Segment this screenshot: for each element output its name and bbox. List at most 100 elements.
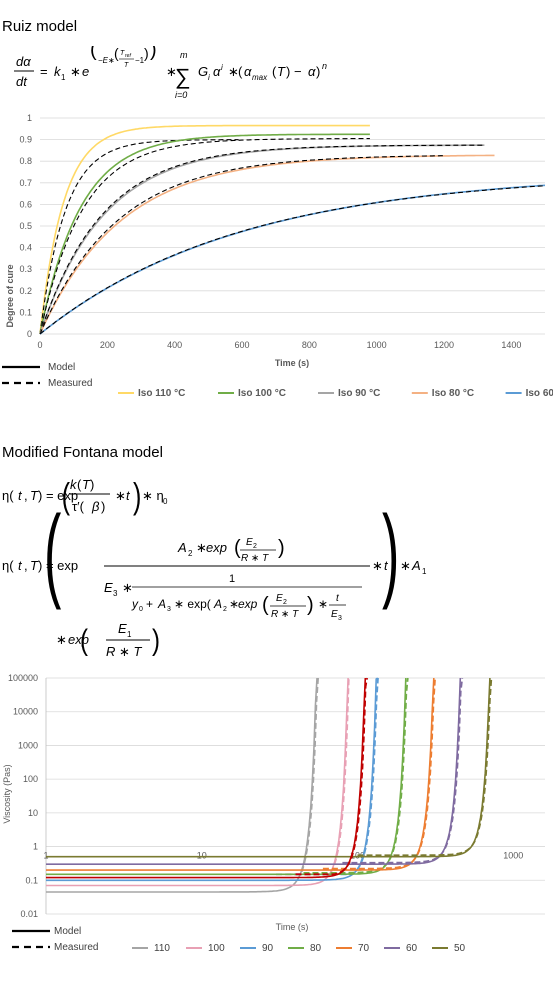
legend-label: 60	[406, 943, 418, 954]
svg-text:E: E	[118, 621, 127, 636]
svg-text:t: t	[18, 558, 23, 573]
model-line-iso-110-c	[39, 124, 370, 335]
legend-label: 100	[208, 943, 225, 954]
svg-text:0: 0	[163, 497, 168, 506]
svg-text:∗: ∗	[115, 488, 126, 503]
y-tick-label: 1000	[18, 740, 38, 750]
svg-text:T: T	[30, 488, 39, 503]
svg-text:−E∗: −E∗	[98, 56, 115, 65]
svg-text:0: 0	[139, 606, 143, 613]
y-tick-label: 0	[27, 329, 32, 339]
svg-text:R ∗ T: R ∗ T	[241, 553, 269, 564]
measured-line-70	[322, 677, 436, 870]
svg-text:T: T	[82, 477, 91, 492]
y-tick-label: 100000	[8, 673, 38, 683]
x-axis-label: Time (s)	[275, 358, 309, 368]
y-tick-label: 0.9	[19, 135, 32, 145]
measured-legend-label: Measured	[48, 378, 92, 389]
y-tick-label: 0.6	[19, 199, 32, 209]
model-line-90	[46, 677, 379, 882]
style-legend: Model Measured	[2, 362, 92, 389]
y-tick-label: 0.1	[19, 307, 32, 317]
svg-text:ref: ref	[125, 53, 131, 59]
x-tick-label: 1000	[367, 340, 387, 350]
svg-text:∗: ∗	[318, 597, 328, 611]
legend-label: 70	[358, 943, 370, 954]
svg-text:∗: ∗	[196, 540, 207, 555]
svg-text:) = exp: ) = exp	[38, 488, 78, 503]
svg-text:exp: exp	[238, 597, 258, 611]
svg-text:α: α	[213, 64, 221, 79]
svg-text:2: 2	[188, 549, 193, 558]
y-axis-label: Degree of cure	[5, 264, 15, 327]
svg-text:α: α	[244, 64, 252, 79]
svg-text:(: (	[114, 46, 119, 61]
measured-line-80	[303, 677, 409, 874]
x-tick-label: 1200	[434, 340, 454, 350]
svg-text:): )	[133, 476, 141, 517]
svg-text:2: 2	[283, 599, 287, 606]
legend-label: 110	[154, 943, 170, 954]
measured-line-iso-80-c	[39, 155, 444, 335]
model-line-100	[46, 677, 349, 887]
svg-text:2: 2	[223, 606, 227, 613]
svg-text:e: e	[82, 64, 89, 79]
legend-label: 90	[262, 943, 274, 954]
svg-text:=: =	[40, 64, 48, 79]
svg-text:∗: ∗	[166, 64, 177, 79]
svg-text:): )	[90, 477, 94, 492]
model-legend-label: Model	[48, 362, 75, 373]
legend-label: Iso 80 °C	[432, 388, 474, 399]
y-tick-label: 0.4	[19, 243, 32, 253]
svg-text:η(: η(	[2, 488, 14, 503]
svg-text:dα: dα	[16, 54, 31, 69]
svg-text:G: G	[198, 64, 208, 79]
svg-text:η(: η(	[2, 558, 14, 573]
svg-text:exp: exp	[68, 632, 89, 647]
x-tick-label: 1000	[503, 851, 523, 861]
svg-text:,: ,	[24, 488, 28, 503]
svg-text:∗: ∗	[400, 558, 411, 573]
y-tick-label: 0.5	[19, 221, 32, 231]
y-tick-label: 1	[27, 113, 32, 123]
model-line-iso-100-c	[39, 133, 370, 335]
measured-line-60	[342, 677, 464, 864]
svg-text:): )	[150, 46, 157, 61]
svg-text:dt: dt	[16, 74, 28, 89]
svg-text:max: max	[252, 73, 268, 82]
fontana-model-title: Modified Fontana model	[2, 444, 163, 461]
model-line-iso-80-c	[39, 154, 495, 335]
svg-text:E: E	[246, 537, 253, 548]
svg-text:n: n	[322, 61, 327, 71]
y-tick-label: 10000	[13, 707, 38, 717]
svg-text:1: 1	[127, 630, 132, 639]
svg-text:+: +	[146, 597, 153, 611]
svg-text:(: (	[62, 476, 71, 517]
svg-text:) = exp: ) = exp	[38, 558, 78, 573]
y-tick-label: 0.01	[20, 909, 38, 919]
y-tick-label: 10	[28, 808, 38, 818]
svg-text:T: T	[30, 558, 39, 573]
y-tick-label: 100	[23, 774, 38, 784]
svg-text:): )	[152, 622, 160, 656]
legend-label: Iso 110 °C	[138, 388, 185, 399]
x-tick-label: 10	[197, 851, 207, 861]
svg-text:exp: exp	[206, 540, 227, 555]
svg-text:i=0: i=0	[175, 90, 187, 100]
legend-label: Iso 60 °C	[526, 388, 553, 399]
measured-line-iso-110-c	[39, 139, 239, 335]
svg-text:k: k	[54, 64, 62, 79]
svg-text:1: 1	[61, 73, 66, 82]
x-tick-label: 1400	[501, 340, 521, 350]
x-tick-label: 800	[302, 340, 317, 350]
svg-text:): )	[307, 594, 314, 616]
svg-text:T: T	[277, 64, 286, 79]
y-tick-label: 0.3	[19, 264, 32, 274]
model-line-60	[46, 677, 462, 865]
svg-text:∗ η: ∗ η	[142, 488, 164, 503]
svg-text:t: t	[384, 558, 389, 573]
style-legend: Model Measured	[12, 926, 98, 953]
series-legend: Iso 110 °C Iso 100 °C Iso 90 °C Iso 80 °C Is…	[118, 388, 553, 399]
model-line-110	[46, 677, 318, 893]
